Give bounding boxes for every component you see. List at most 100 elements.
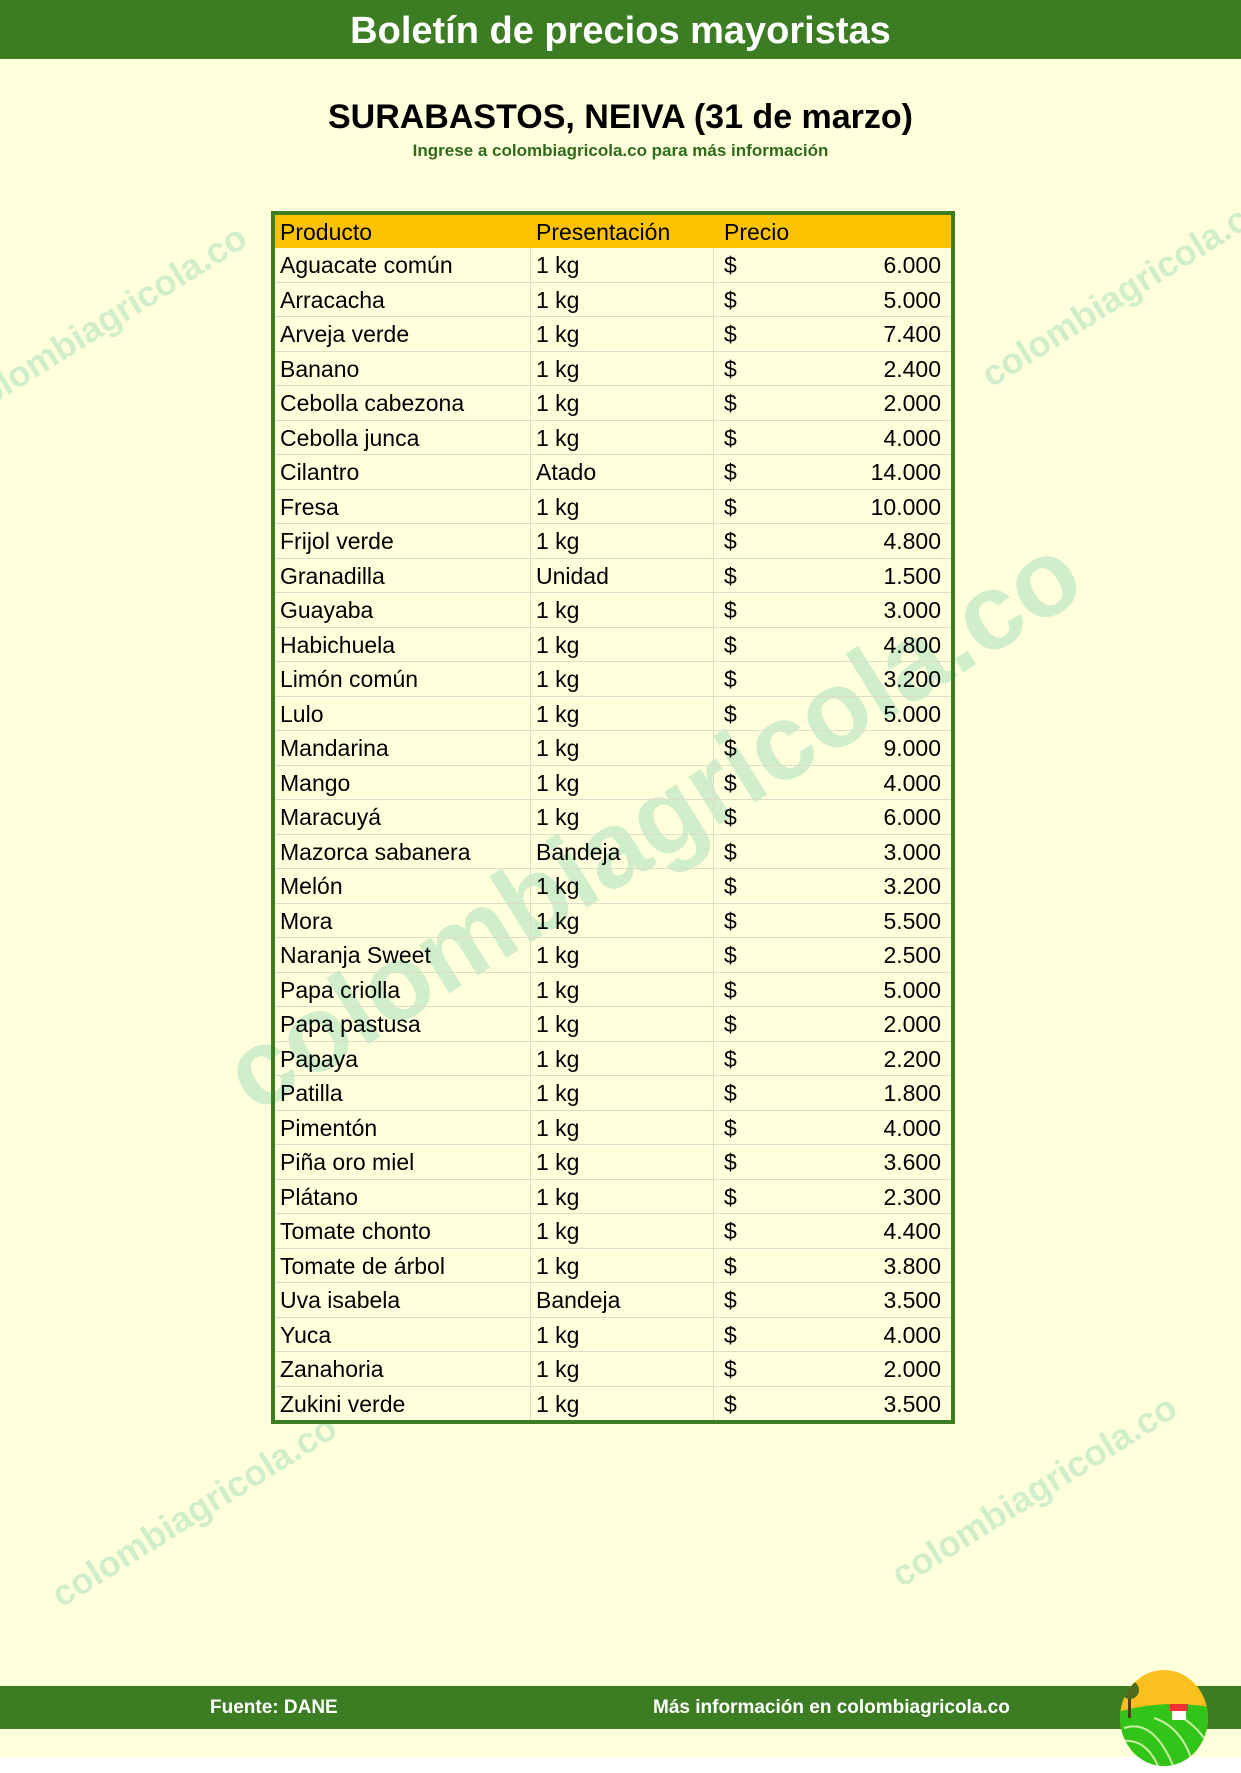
- price: 4.000: [883, 424, 941, 451]
- presentation: 1 kg: [531, 593, 714, 627]
- presentation: Bandeja: [531, 834, 714, 868]
- product-name: Pimentón: [275, 1110, 531, 1144]
- currency-symbol: $: [724, 735, 737, 761]
- currency-symbol: $: [724, 321, 737, 347]
- price: 7.400: [883, 321, 941, 347]
- price: 3.500: [883, 1390, 941, 1417]
- price: 2.200: [883, 1045, 941, 1072]
- col-presentacion: Presentación: [536, 219, 671, 245]
- table-row: Frijol verde 1 kg $4.800: [275, 524, 951, 559]
- price: 4.000: [883, 1321, 941, 1348]
- price: 14.000: [870, 459, 941, 485]
- table-row: Pimentón 1 kg $4.000: [275, 1110, 951, 1145]
- product-name: Arracacha: [275, 282, 531, 316]
- price: 1.500: [883, 562, 941, 589]
- table-row: Zukini verde 1 kg $3.500: [275, 1386, 951, 1420]
- presentation: 1 kg: [531, 696, 714, 730]
- presentation: 1 kg: [531, 903, 714, 937]
- price: 3.600: [883, 1149, 941, 1175]
- price: 4.400: [883, 1218, 941, 1244]
- currency-symbol: $: [724, 355, 737, 382]
- currency-symbol: $: [724, 390, 737, 416]
- product-name: Frijol verde: [275, 524, 531, 558]
- presentation: 1 kg: [531, 1110, 714, 1144]
- table-row: Fresa 1 kg $10.000: [275, 489, 951, 524]
- presentation: 1 kg: [531, 420, 714, 454]
- currency-symbol: $: [724, 1183, 737, 1210]
- report-title: SURABASTOS, NEIVA (31 de marzo): [327, 98, 914, 136]
- currency-symbol: $: [724, 1356, 737, 1382]
- price: 2.000: [883, 1356, 941, 1382]
- currency-symbol: $: [724, 459, 737, 485]
- price-table: Producto Presentación Precio Aguacate co…: [271, 211, 955, 1424]
- price: 5.000: [883, 976, 941, 1003]
- table-row: Yuca 1 kg $4.000: [275, 1317, 951, 1352]
- col-producto: Producto: [280, 219, 373, 245]
- product-name: Maracuyá: [275, 800, 531, 834]
- presentation: Unidad: [531, 558, 714, 592]
- price: 6.000: [883, 252, 941, 278]
- presentation: 1 kg: [531, 1007, 714, 1041]
- currency-symbol: $: [724, 1045, 737, 1072]
- presentation: 1 kg: [531, 869, 714, 903]
- currency-symbol: $: [724, 1149, 737, 1175]
- currency-symbol: $: [724, 942, 737, 968]
- report-subtitle: Ingrese a colombiagricola.co para más in…: [412, 141, 829, 160]
- currency-symbol: $: [724, 562, 737, 589]
- presentation: 1 kg: [531, 1248, 714, 1282]
- presentation: 1 kg: [531, 1041, 714, 1075]
- currency-symbol: $: [724, 804, 737, 830]
- presentation: 1 kg: [531, 731, 714, 765]
- product-name: Fresa: [275, 489, 531, 523]
- product-name: Zukini verde: [275, 1386, 531, 1420]
- presentation: 1 kg: [531, 800, 714, 834]
- table-row: Melón 1 kg $3.200: [275, 869, 951, 904]
- presentation: 1 kg: [531, 1352, 714, 1386]
- presentation: 1 kg: [531, 1386, 714, 1420]
- product-name: Plátano: [275, 1179, 531, 1213]
- currency-symbol: $: [724, 631, 737, 658]
- presentation: 1 kg: [531, 627, 714, 661]
- product-name: Granadilla: [275, 558, 531, 592]
- currency-symbol: $: [724, 597, 737, 623]
- currency-symbol: $: [724, 528, 737, 554]
- table-row: Plátano 1 kg $2.300: [275, 1179, 951, 1214]
- table-row: Banano 1 kg $2.400: [275, 351, 951, 386]
- table-row: Uva isabela Bandeja $3.500: [275, 1283, 951, 1318]
- table-row: Arveja verde 1 kg $7.400: [275, 317, 951, 352]
- product-name: Cebolla junca: [275, 420, 531, 454]
- farm-logo-icon: [1120, 1670, 1208, 1766]
- currency-symbol: $: [724, 252, 737, 278]
- table-header: Producto Presentación Precio: [275, 215, 951, 248]
- product-name: Mango: [275, 765, 531, 799]
- price: 10.000: [870, 493, 941, 520]
- presentation: 1 kg: [531, 662, 714, 696]
- currency-symbol: $: [724, 700, 737, 727]
- price: 4.800: [883, 631, 941, 658]
- presentation: 1 kg: [531, 317, 714, 351]
- product-name: Cilantro: [275, 455, 531, 489]
- currency-symbol: $: [724, 493, 737, 520]
- presentation: 1 kg: [531, 972, 714, 1006]
- price: 3.800: [883, 1252, 941, 1279]
- price: 2.000: [883, 1011, 941, 1037]
- col-precio: Precio: [724, 219, 790, 245]
- product-name: Guayaba: [275, 593, 531, 627]
- table-row: Patilla 1 kg $1.800: [275, 1076, 951, 1111]
- presentation: 1 kg: [531, 1214, 714, 1248]
- table-row: Aguacate común 1 kg $6.000: [275, 248, 951, 283]
- price: 4.800: [883, 528, 941, 554]
- product-name: Aguacate común: [275, 248, 531, 282]
- currency-symbol: $: [724, 873, 737, 899]
- currency-symbol: $: [724, 1218, 737, 1244]
- product-name: Arveja verde: [275, 317, 531, 351]
- price: 3.000: [883, 597, 941, 623]
- table-row: Tomate de árbol 1 kg $3.800: [275, 1248, 951, 1283]
- table-row: Lulo 1 kg $5.000: [275, 696, 951, 731]
- presentation: 1 kg: [531, 248, 714, 282]
- product-name: Tomate de árbol: [275, 1248, 531, 1282]
- currency-symbol: $: [724, 1080, 737, 1106]
- watermark: colombiagricola.co: [43, 1406, 344, 1615]
- price: 2.300: [883, 1183, 941, 1210]
- presentation: 1 kg: [531, 1317, 714, 1351]
